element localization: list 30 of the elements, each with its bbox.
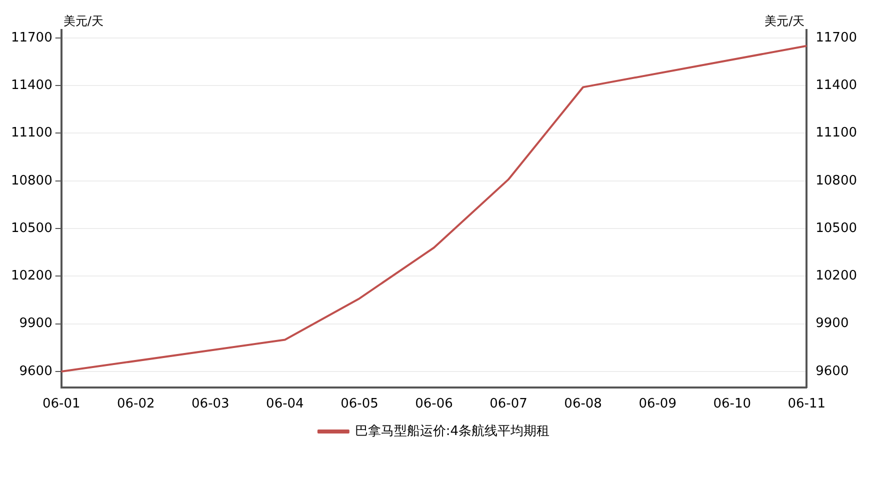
x-tick-label: 06-05 xyxy=(340,396,378,412)
x-tick-label: 06-03 xyxy=(192,396,230,412)
x-tick-label: 06-08 xyxy=(564,396,602,412)
y2-tick-label: 11100 xyxy=(816,126,858,141)
x-tick-label: 06-11 xyxy=(788,396,826,412)
y2-tick-label: 9900 xyxy=(816,316,849,332)
y-tick-label: 9900 xyxy=(19,316,52,332)
y-tick-label: 11100 xyxy=(10,126,52,141)
y-axis-title: 美元/天 xyxy=(63,14,104,28)
x-tick-label: 06-01 xyxy=(42,396,80,412)
y-tick-label: 11400 xyxy=(10,78,52,93)
y2-tick-label: 11400 xyxy=(816,78,858,93)
x-tick-label: 06-07 xyxy=(490,396,528,412)
y2-tick-label: 10800 xyxy=(816,173,858,188)
y-tick-label: 10200 xyxy=(10,268,52,284)
legend-label: 巴拿马型船运价:4条航线平均期租 xyxy=(354,424,550,439)
y2-tick-label: 10500 xyxy=(816,220,858,236)
x-tick-label: 06-02 xyxy=(116,396,155,412)
y2-tick-label: 9600 xyxy=(816,364,849,379)
y2-axis-title: 美元/天 xyxy=(764,14,805,28)
y2-tick-label: 11700 xyxy=(816,30,858,46)
x-tick-label: 06-09 xyxy=(638,396,676,412)
x-tick-label: 06-06 xyxy=(415,396,453,412)
y-tick-label: 9600 xyxy=(19,364,52,379)
y2-tick-label: 10200 xyxy=(816,268,858,284)
x-tick-label: 06-10 xyxy=(713,396,752,412)
y-tick-label: 11700 xyxy=(10,30,52,46)
x-tick-label: 06-04 xyxy=(266,396,304,412)
y-tick-label: 10500 xyxy=(10,220,52,236)
y-tick-label: 10800 xyxy=(10,173,52,188)
